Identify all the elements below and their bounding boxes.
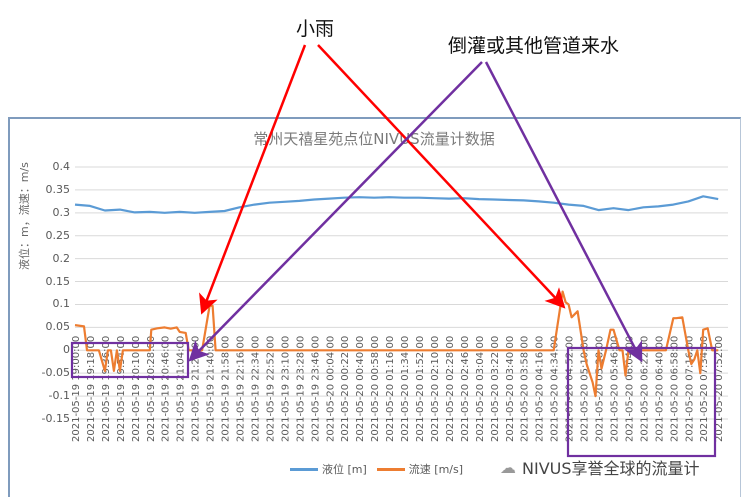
annotation-backflow: 倒灌或其他管道来水 bbox=[448, 35, 620, 57]
x-tick-label: 2021-05-20 01:52:00 bbox=[415, 336, 426, 442]
x-tick-label: 2021-05-19 21:40:00 bbox=[206, 336, 217, 442]
x-tick-label: 2021-05-20 00:40:00 bbox=[355, 336, 366, 442]
chart-legend: 液位 [m] 流速 [m/s] bbox=[290, 461, 463, 477]
y-tick-label: 0.05 bbox=[45, 320, 71, 334]
y-tick-label: 0.4 bbox=[52, 160, 71, 173]
x-tick-label: 2021-05-20 00:04:00 bbox=[325, 336, 336, 442]
x-tick-label: 2021-05-19 20:28:00 bbox=[146, 336, 157, 442]
y-tick-label: -0.1 bbox=[48, 389, 70, 403]
legend-velocity-label: 流速 [m/s] bbox=[408, 463, 464, 476]
x-tick-label: 2021-05-20 03:58:00 bbox=[520, 336, 531, 442]
x-tick-label: 2021-05-20 04:52:00 bbox=[565, 336, 576, 442]
x-tick-label: 2021-05-20 06:04:00 bbox=[624, 336, 635, 442]
x-tick-label: 2021-05-19 21:58:00 bbox=[221, 336, 232, 442]
x-tick-label: 2021-05-19 19:36:00 bbox=[101, 336, 112, 442]
x-tick-label: 2021-05-20 07:16:00 bbox=[684, 336, 695, 442]
chart-title: 常州天禧星苑点位NIVUS流量计数据 bbox=[253, 130, 495, 148]
x-tick-label: 2021-05-20 05:10:00 bbox=[580, 336, 591, 442]
y-tick-label: 0.3 bbox=[52, 205, 71, 219]
x-tick-label: 2021-05-19 20:10:00 bbox=[131, 336, 142, 442]
arrow-rain-right bbox=[317, 44, 566, 309]
x-tick-label: 2021-05-20 01:16:00 bbox=[385, 336, 396, 442]
x-tick-label: 2021-05-20 03:04:00 bbox=[475, 336, 486, 442]
legend-velocity-swatch bbox=[376, 467, 405, 471]
y-tick-label: -0.05 bbox=[41, 366, 70, 380]
x-tick-label: 2021-05-20 00:58:00 bbox=[370, 336, 381, 442]
y-tick-label: 0.25 bbox=[45, 228, 71, 242]
annotation-rain: 小雨 bbox=[296, 18, 335, 40]
x-tick-label: 2021-05-20 01:34:00 bbox=[400, 336, 411, 442]
y-tick-label: 0.2 bbox=[52, 251, 71, 265]
arrow-backflow-left bbox=[188, 61, 483, 362]
y-tick-label: 0.1 bbox=[52, 297, 71, 311]
x-tick-label: 2021-05-19 21:04:00 bbox=[176, 336, 187, 442]
x-tick-label: 2021-05-20 05:46:00 bbox=[609, 336, 620, 442]
legend-level-swatch bbox=[290, 467, 318, 471]
x-tick-label: 2021-05-19 19:54:00 bbox=[116, 336, 127, 442]
x-tick-label: 2021-05-19 19:00:00 bbox=[71, 336, 82, 442]
x-tick-label: 2021-05-19 22:34:00 bbox=[250, 336, 261, 442]
legend-level-label: 液位 [m] bbox=[322, 463, 367, 476]
watermark: ☁ NIVUS享誉全球的流量计 bbox=[500, 455, 700, 479]
x-tick-label: 2021-05-20 03:40:00 bbox=[505, 336, 516, 442]
x-tick-label: 2021-05-20 07:34:00 bbox=[699, 336, 710, 442]
x-tick-label: 2021-05-20 00:22:00 bbox=[340, 336, 351, 442]
x-tick-label: 2021-05-20 06:22:00 bbox=[639, 336, 650, 442]
x-tick-label: 2021-05-19 23:10:00 bbox=[280, 336, 291, 442]
x-tick-label: 2021-05-20 02:46:00 bbox=[460, 336, 471, 442]
y-tick-label: 0.35 bbox=[45, 182, 71, 196]
x-tick-label: 2021-05-20 04:34:00 bbox=[550, 336, 561, 442]
x-tick-label: 2021-05-20 06:40:00 bbox=[654, 336, 665, 442]
arrow-rain-left bbox=[199, 44, 307, 315]
x-tick-label: 2021-05-20 07:52:00 bbox=[714, 336, 725, 442]
wechat-icon: ☁ bbox=[500, 457, 516, 477]
x-tick-label: 2021-05-20 06:58:00 bbox=[669, 336, 680, 442]
x-tick-label: 2021-05-19 23:46:00 bbox=[310, 336, 321, 442]
x-tick-label: 2021-05-20 04:16:00 bbox=[535, 336, 546, 442]
y-tick-label: 0 bbox=[63, 343, 70, 357]
arrow-backflow-right bbox=[484, 61, 643, 363]
x-tick-label: 2021-05-19 20:46:00 bbox=[161, 336, 172, 442]
x-tick-label: 2021-05-19 19:18:00 bbox=[86, 336, 97, 442]
series-line bbox=[74, 195, 719, 214]
x-tick-label: 2021-05-20 02:28:00 bbox=[445, 336, 456, 442]
x-tick-label: 2021-05-20 03:22:00 bbox=[490, 336, 501, 442]
x-tick-label: 2021-05-19 21:22:00 bbox=[191, 336, 202, 442]
x-tick-label: 2021-05-19 22:16:00 bbox=[236, 336, 247, 442]
x-tick-label: 2021-05-19 22:52:00 bbox=[265, 336, 276, 442]
y-tick-label: -0.15 bbox=[41, 412, 70, 425]
x-tick-label: 2021-05-20 05:28:00 bbox=[595, 336, 606, 442]
chart-frame bbox=[8, 117, 741, 497]
highlight-box-left bbox=[70, 341, 190, 379]
watermark-text: NIVUS享誉全球的流量计 bbox=[522, 459, 700, 478]
x-tick-label: 2021-05-19 23:28:00 bbox=[295, 336, 306, 442]
y-tick-label: 0.15 bbox=[45, 274, 71, 288]
x-tick-label: 2021-05-20 02:10:00 bbox=[430, 336, 441, 442]
